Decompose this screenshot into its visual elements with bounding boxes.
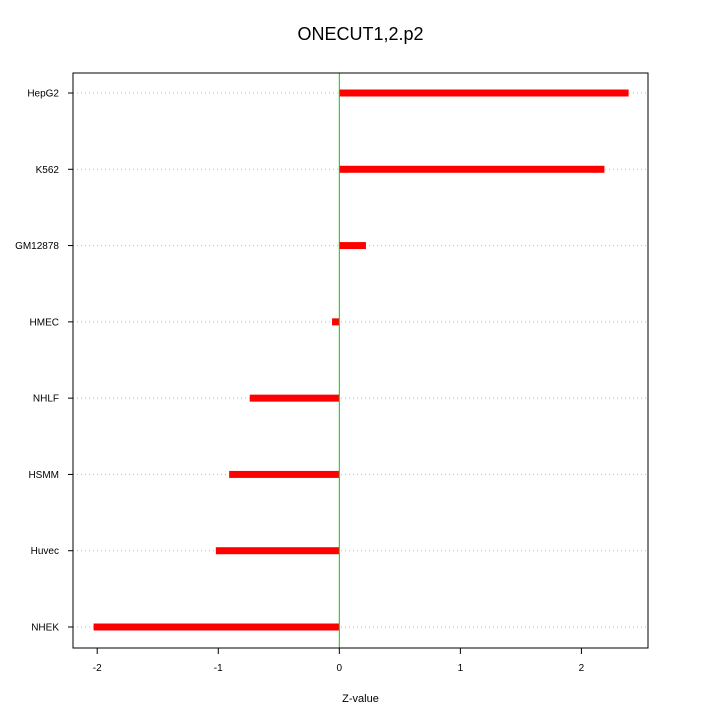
y-tick-label: HMEC bbox=[30, 317, 59, 328]
y-tick-label: Huvec bbox=[31, 546, 59, 557]
x-axis: -2 -1 0 1 2 bbox=[93, 648, 585, 674]
y-tick-label: NHLF bbox=[33, 394, 59, 405]
bar-hmec bbox=[332, 318, 340, 326]
x-tick-label: -1 bbox=[214, 663, 223, 674]
y-tick-label: GM12878 bbox=[15, 241, 59, 252]
bars bbox=[93, 89, 629, 631]
x-axis-label: Z-value bbox=[342, 693, 379, 705]
bar-gm12878 bbox=[339, 242, 366, 250]
bar-hsmm bbox=[229, 470, 340, 478]
y-tick-label: NHEK bbox=[31, 623, 59, 634]
bar-nhlf bbox=[249, 394, 340, 402]
y-axis: HepG2 K562 GM12878 HMEC NHLF HSMM Huvec NHEK bbox=[15, 89, 73, 634]
y-tick-label: HSMM bbox=[28, 470, 59, 481]
x-tick-label: 2 bbox=[579, 663, 585, 674]
y-tick-label: HepG2 bbox=[27, 89, 59, 100]
y-tick-label: K562 bbox=[36, 165, 60, 176]
bar-nhek bbox=[93, 623, 340, 631]
gridlines bbox=[73, 92, 648, 628]
x-tick-label: -2 bbox=[93, 663, 102, 674]
chart-title: ONECUT1,2.p2 bbox=[297, 24, 423, 44]
x-tick-label: 0 bbox=[337, 663, 343, 674]
bar-hepg2 bbox=[339, 89, 629, 97]
x-tick-label: 1 bbox=[458, 663, 464, 674]
plot-frame bbox=[72, 72, 649, 649]
bar-k562 bbox=[339, 165, 605, 173]
bar-huvec bbox=[215, 547, 340, 555]
